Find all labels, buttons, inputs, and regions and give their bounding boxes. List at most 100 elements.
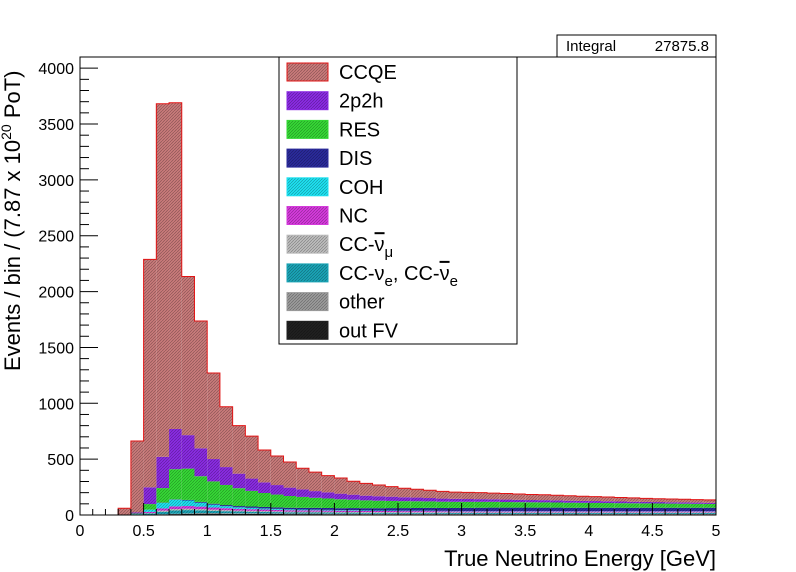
bar xyxy=(601,503,615,508)
series-5 xyxy=(130,499,716,515)
legend-swatch xyxy=(286,320,329,340)
bar xyxy=(169,506,182,510)
bar xyxy=(436,507,449,511)
bar xyxy=(169,102,182,429)
bar xyxy=(410,501,424,508)
bar xyxy=(232,513,246,514)
bar xyxy=(169,428,182,470)
legend-swatch xyxy=(286,148,329,168)
bar xyxy=(499,512,513,513)
bar xyxy=(563,495,577,501)
bar xyxy=(677,499,691,503)
bar xyxy=(359,510,373,511)
x-tick-label: 1.5 xyxy=(260,523,282,540)
legend-label: COH xyxy=(339,177,383,199)
bar xyxy=(626,512,640,513)
bar xyxy=(359,500,373,509)
bar xyxy=(181,510,195,514)
bar xyxy=(194,513,208,514)
bar xyxy=(398,512,411,513)
bar xyxy=(270,507,284,509)
bar xyxy=(245,511,259,514)
bar xyxy=(130,513,144,515)
bar xyxy=(550,512,564,514)
x-tick-label: 1 xyxy=(203,523,212,540)
bar xyxy=(461,513,475,515)
bar xyxy=(448,492,462,499)
bar xyxy=(258,508,271,510)
bar xyxy=(156,488,170,503)
legend-entry: DIS xyxy=(286,148,372,170)
series-9 xyxy=(118,102,716,515)
bar xyxy=(219,484,233,506)
bar xyxy=(385,496,398,501)
bar xyxy=(296,512,309,514)
bar xyxy=(512,512,526,513)
bar xyxy=(550,511,564,513)
bar xyxy=(143,513,157,515)
y-tick-label: 0 xyxy=(65,508,74,525)
legend-label: DIS xyxy=(339,148,372,170)
bar xyxy=(219,510,233,512)
bar xyxy=(321,492,335,499)
bar xyxy=(118,508,131,515)
bar xyxy=(525,494,538,501)
bar xyxy=(207,507,220,510)
bar xyxy=(461,511,475,513)
bar xyxy=(347,512,360,514)
bar xyxy=(461,512,475,514)
bar xyxy=(219,505,233,507)
bar xyxy=(537,513,551,515)
bar xyxy=(410,489,424,498)
bar xyxy=(563,502,577,508)
bar xyxy=(219,511,233,514)
y-tick-label: 2500 xyxy=(38,229,74,246)
bar xyxy=(448,498,462,502)
bar xyxy=(436,513,449,515)
bar xyxy=(487,512,500,514)
series-6 xyxy=(156,499,716,512)
bar xyxy=(474,507,488,511)
legend-swatch xyxy=(286,177,329,197)
bar xyxy=(665,513,678,515)
series-8 xyxy=(130,428,716,514)
bar xyxy=(563,500,577,503)
series-4 xyxy=(130,506,716,515)
bar xyxy=(423,512,437,514)
bar xyxy=(347,481,360,495)
bar xyxy=(410,513,424,515)
bar xyxy=(169,510,182,514)
bar xyxy=(563,513,577,515)
x-tick-label: 5 xyxy=(712,523,721,540)
bar xyxy=(550,500,564,503)
bar xyxy=(143,487,157,505)
bar xyxy=(258,492,271,507)
bar xyxy=(359,512,373,513)
legend-entry: CC-νe, CC-νe xyxy=(286,263,458,290)
bar xyxy=(563,512,577,513)
bar xyxy=(512,511,526,513)
bar xyxy=(232,507,246,509)
bar xyxy=(410,512,424,513)
bar xyxy=(232,513,246,515)
bar xyxy=(372,513,386,515)
bar xyxy=(703,512,716,513)
bar xyxy=(423,511,437,513)
bar xyxy=(588,513,602,515)
x-tick-label: 0 xyxy=(76,523,85,540)
bar xyxy=(334,511,348,513)
bar xyxy=(537,502,551,508)
bar xyxy=(537,507,551,511)
legend-label: RES xyxy=(339,119,380,141)
legend-label: NC xyxy=(339,206,368,228)
bar xyxy=(639,501,653,504)
bar xyxy=(347,499,360,509)
bar xyxy=(245,506,259,508)
bar xyxy=(410,511,424,513)
bar xyxy=(461,492,475,500)
bar xyxy=(690,503,704,508)
bar xyxy=(245,509,259,511)
bar xyxy=(652,513,666,515)
bar xyxy=(334,513,348,515)
bar xyxy=(677,511,691,513)
